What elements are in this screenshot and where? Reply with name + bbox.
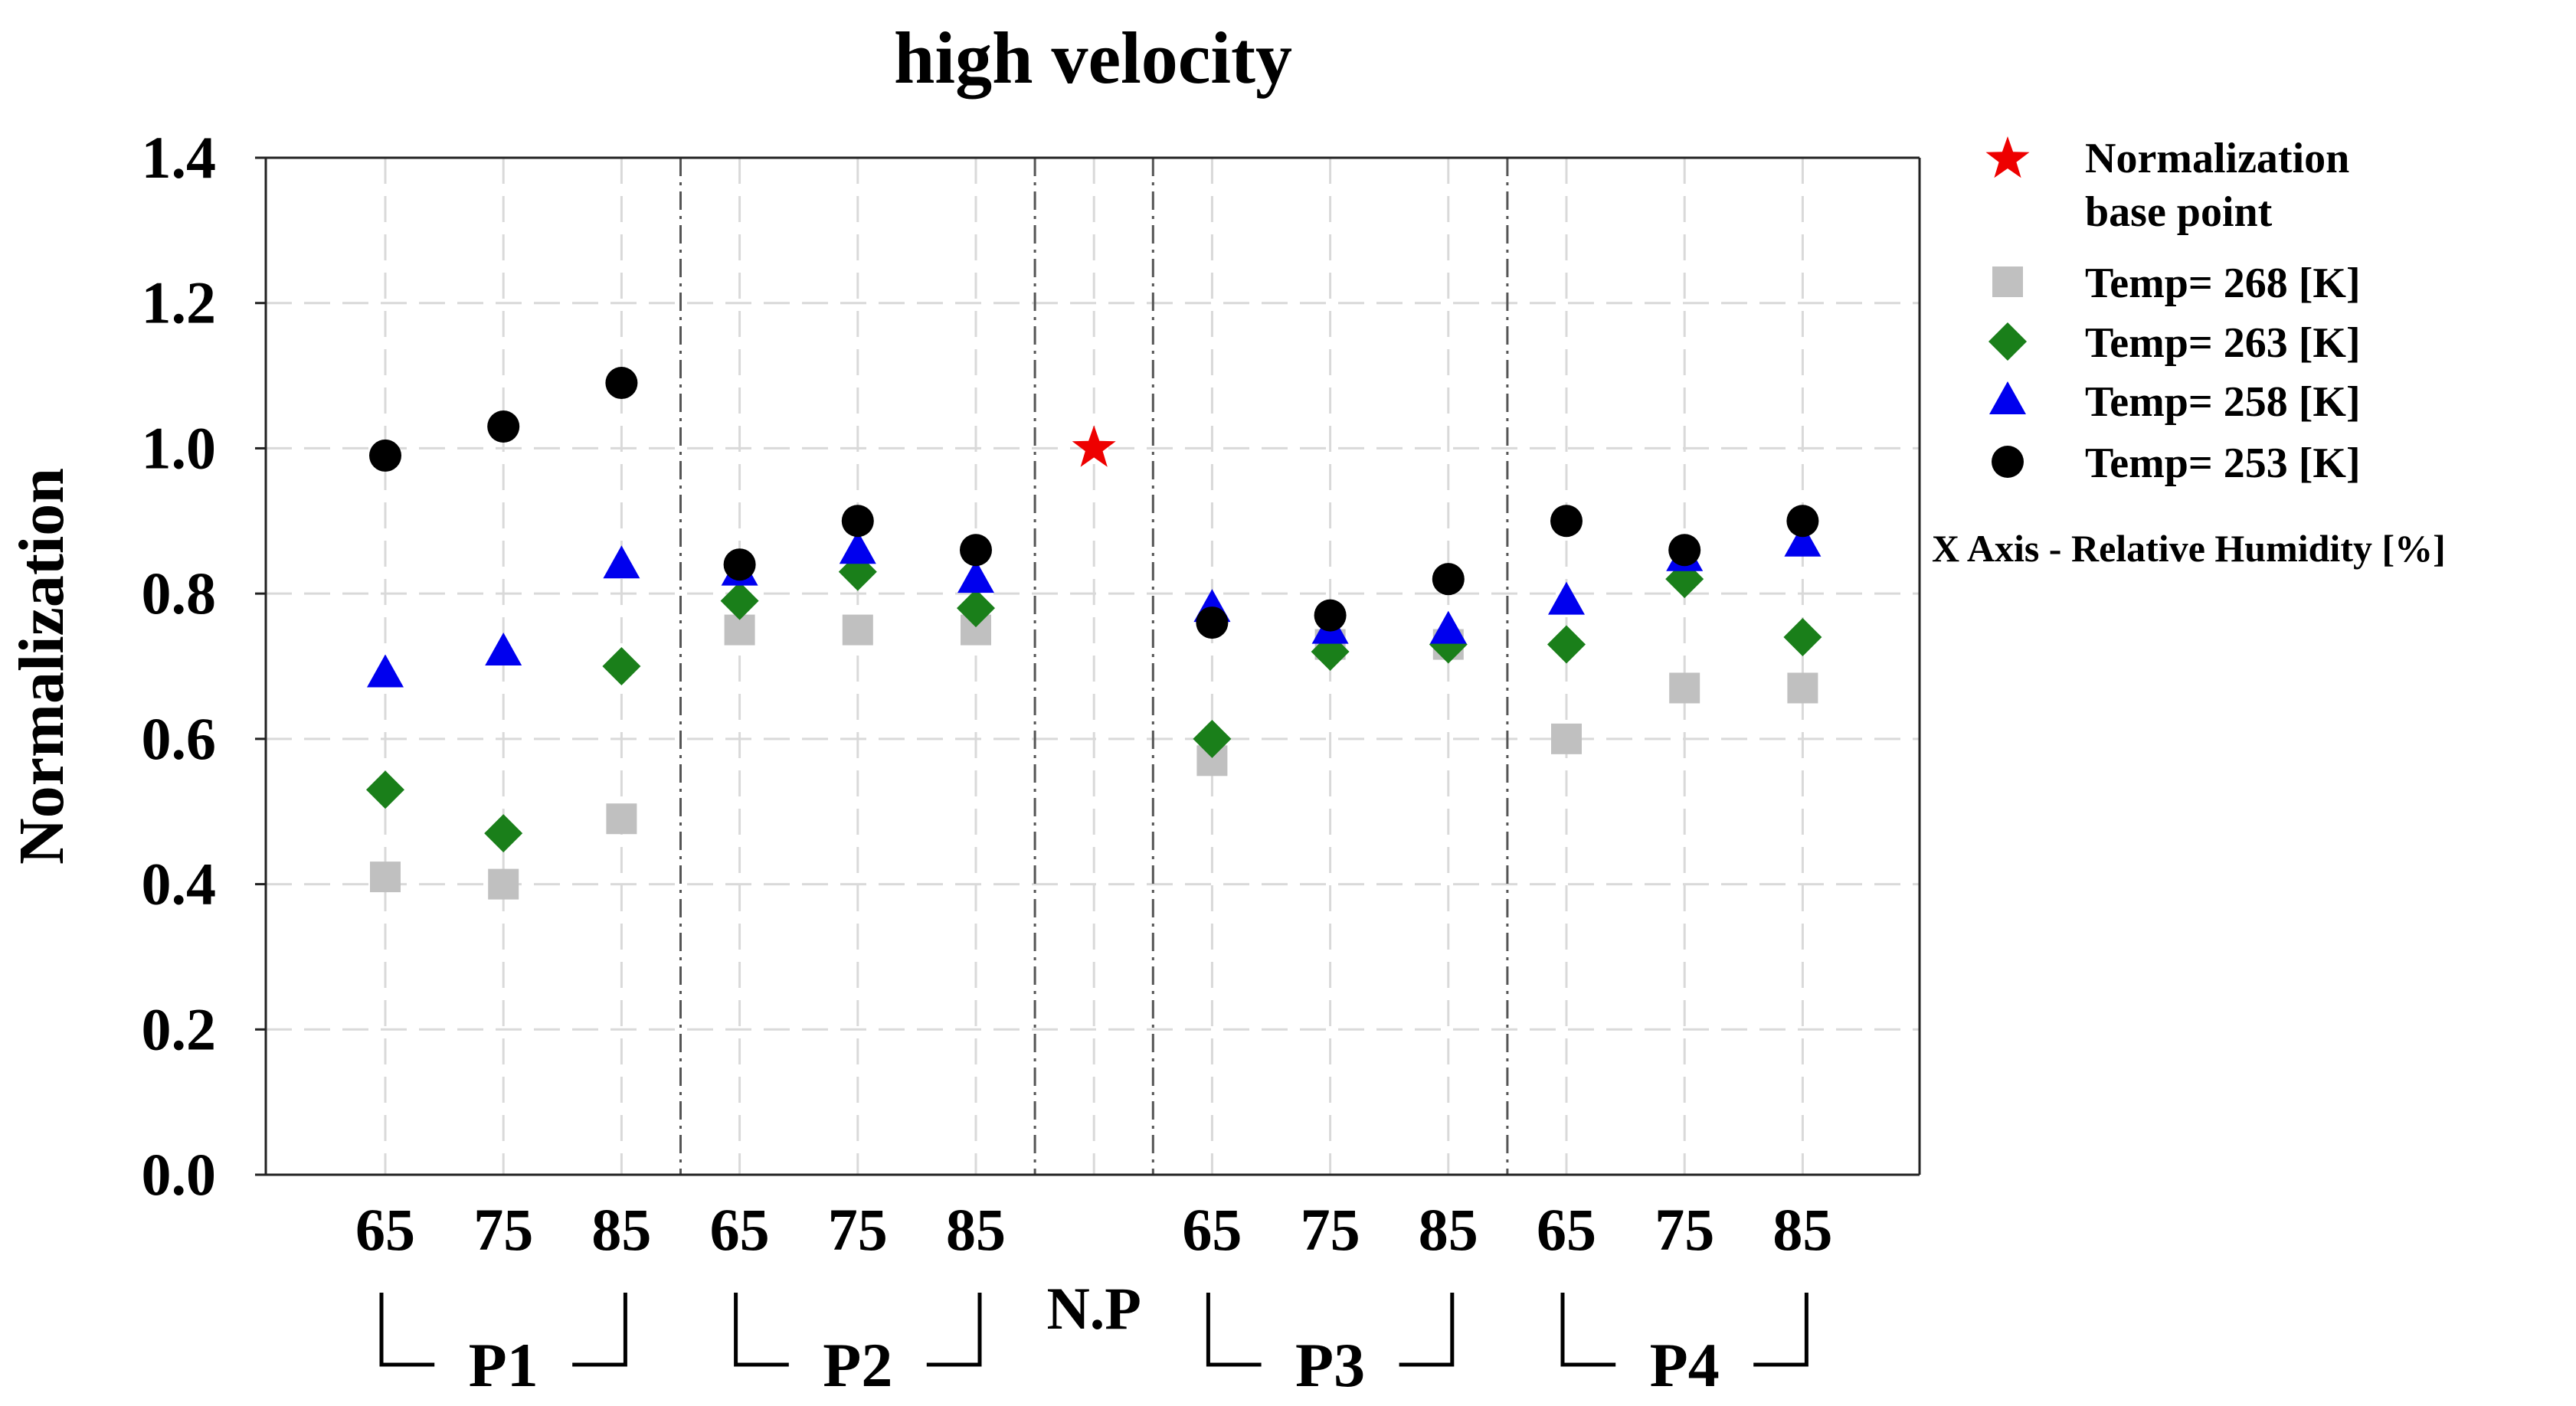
group-bracket-left [379, 1293, 435, 1367]
group-bracket-left [1560, 1293, 1616, 1367]
chart-title: high velocity [894, 17, 1292, 99]
legend-star-marker [1985, 136, 2030, 178]
data-point [1669, 672, 1700, 704]
data-point [1668, 534, 1701, 567]
legend-marker [1992, 446, 2024, 478]
group-bracket-right [572, 1293, 627, 1367]
group-bracket-left [1206, 1293, 1262, 1367]
y-tick-label: 0.4 [142, 851, 217, 917]
legend-marker [1988, 322, 2027, 361]
legend-series-entries: Temp= 268 [K] Temp= 263 [K] Temp= 258 [K] T… [1988, 260, 2361, 487]
data-point [1551, 723, 1582, 754]
x-tick-label: 85 [591, 1196, 651, 1263]
y-tick-label: 0.8 [142, 560, 217, 626]
x-tick-label: 65 [1537, 1196, 1596, 1263]
data-point [1787, 672, 1818, 704]
data-point [960, 534, 992, 567]
x-tick-label: 85 [946, 1196, 1006, 1263]
data-point [842, 614, 873, 646]
data-point [1314, 599, 1347, 632]
x-tick-label: 85 [1419, 1196, 1478, 1263]
data-point [1193, 719, 1232, 758]
data-point [1550, 505, 1583, 538]
data-point [603, 545, 640, 579]
data-point [957, 589, 995, 628]
legend-label: Temp= 263 [K] [2085, 319, 2361, 367]
data-point [605, 367, 638, 400]
data-point [367, 654, 404, 688]
data-point [720, 581, 759, 620]
data-point [488, 868, 519, 900]
legend-base-point-marker [1985, 136, 2030, 178]
legend-label: Temp= 258 [K] [2085, 378, 2361, 426]
y-tick-label: 0.0 [142, 1141, 217, 1208]
data-point [1786, 505, 1819, 538]
data-point [602, 647, 641, 685]
legend: Normalization base point Temp= 268 [K]Te… [1932, 135, 2446, 570]
x-tick-label: 65 [710, 1196, 770, 1263]
gridlines [266, 156, 1920, 1175]
x-tick-labels: 65 75 85 65 75 85 N.P 65 75 85 65 75 85 [355, 1196, 1832, 1342]
axes [264, 156, 1921, 1176]
group-label: P1 [469, 1330, 538, 1400]
y-tick-label: 1.2 [142, 270, 217, 336]
base-point-star [1072, 425, 1116, 467]
data-point [1196, 607, 1229, 639]
data-point [1783, 618, 1822, 657]
data-points [366, 367, 1822, 900]
data-point [957, 560, 994, 593]
group-bracket-left [734, 1293, 789, 1367]
data-point [723, 548, 756, 581]
group-bracket-right [1399, 1293, 1455, 1367]
group-label: P2 [823, 1330, 892, 1400]
group-bracket-right [1753, 1293, 1808, 1367]
y-tick-label: 1.0 [142, 414, 217, 481]
legend-base-point-label-line1: Normalization [2085, 135, 2349, 182]
x-axis-label: X Axis - Relative Humidity [%] [1932, 527, 2446, 570]
group-separators [679, 158, 1509, 1175]
y-tick-label: 0.6 [142, 705, 217, 772]
data-point [487, 410, 520, 443]
data-point [1784, 523, 1822, 557]
legend-marker [1989, 381, 2026, 414]
data-point [1429, 610, 1467, 644]
group-brackets: P1 P2 P3 P4 [379, 1293, 1808, 1400]
data-point [369, 439, 401, 472]
y-tick-label: 0.2 [142, 996, 217, 1062]
x-tick-label: 75 [473, 1196, 533, 1263]
data-point [366, 770, 404, 809]
y-tick-label: 1.4 [142, 124, 217, 191]
data-point [485, 633, 522, 666]
x-tick-label: 65 [355, 1196, 415, 1263]
x-tick-label: 75 [828, 1196, 888, 1263]
data-point [1548, 581, 1585, 615]
group-bracket-right [926, 1293, 982, 1367]
y-tick-labels: 0.0 0.2 0.4 0.6 0.8 1.0 1.2 1.4 [142, 124, 266, 1208]
data-point [606, 803, 637, 835]
data-point [1432, 563, 1465, 596]
data-point [839, 531, 876, 564]
data-point [1547, 625, 1586, 664]
legend-label: Temp= 268 [K] [2085, 260, 2361, 307]
x-tick-label: 75 [1655, 1196, 1714, 1263]
legend-base-point-label-line2: base point [2085, 188, 2273, 236]
x-tick-label: 75 [1301, 1196, 1360, 1263]
legend-marker [1992, 266, 2023, 297]
data-point [841, 505, 874, 538]
x-tick-label: 85 [1772, 1196, 1832, 1263]
data-point [484, 814, 523, 853]
x-tick-label: 65 [1182, 1196, 1242, 1263]
legend-label: Temp= 253 [K] [2085, 440, 2361, 487]
group-label: P3 [1295, 1330, 1365, 1400]
np-label: N.P [1046, 1275, 1141, 1342]
group-label: P4 [1650, 1330, 1720, 1400]
y-axis-label: Normalization [6, 468, 77, 865]
data-point [370, 862, 401, 893]
